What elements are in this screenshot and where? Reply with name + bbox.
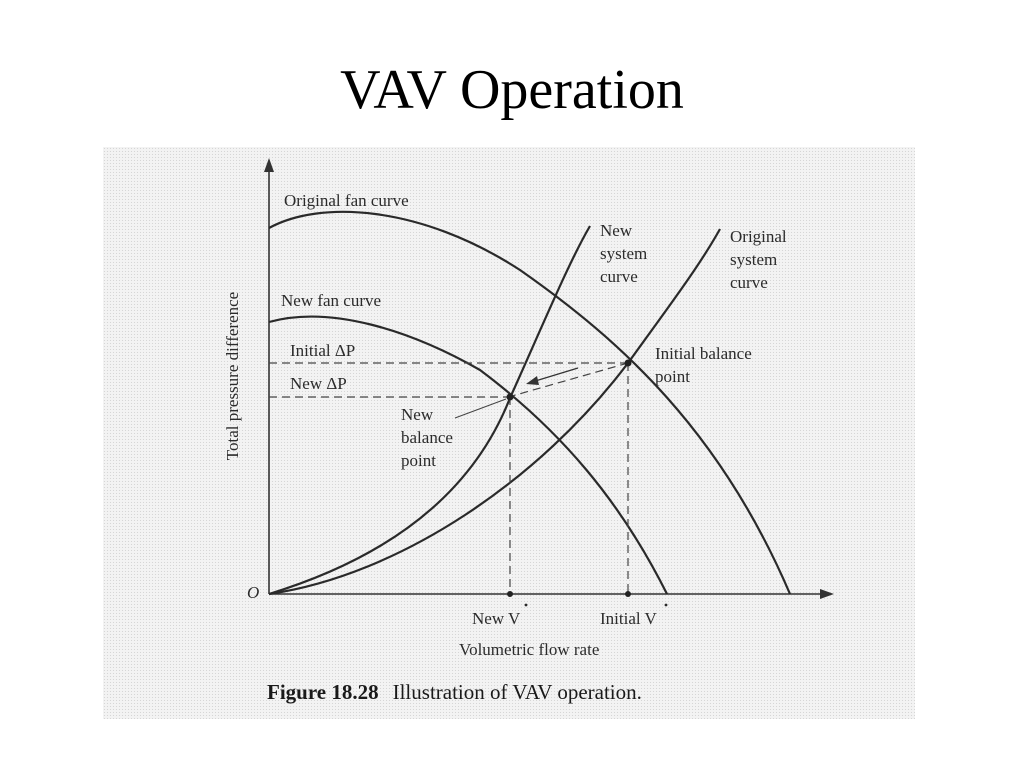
- new-system-label-3: curve: [600, 267, 638, 286]
- origin-label: O: [247, 583, 259, 602]
- new-v-tick: [507, 591, 513, 597]
- y-axis-label: Total pressure difference: [223, 292, 242, 460]
- original-system-label-3: curve: [730, 273, 768, 292]
- figure-panel: [103, 147, 915, 719]
- initial-v-tick: [625, 591, 631, 597]
- new-fan-curve: [268, 315, 668, 595]
- original-system-label-1: Original: [730, 227, 787, 246]
- original-system-curve: [268, 228, 721, 596]
- new-balance-label-3: point: [401, 451, 436, 470]
- figure-caption: Figure 18.28 Illustration of VAV operati…: [267, 680, 642, 704]
- new-system-label-2: system: [600, 244, 647, 263]
- new-v-tick-label: New V: [472, 609, 521, 628]
- slide-title: VAV Operation: [340, 59, 684, 121]
- original-system-label-2: system: [730, 250, 777, 269]
- new-system-curve: [268, 225, 591, 596]
- figure-number: Figure 18.28: [267, 680, 379, 704]
- initial-v-tick-label: Initial V: [600, 609, 658, 628]
- x-axis-label: Volumetric flow rate: [459, 640, 599, 659]
- new-balance-leader: [454, 398, 507, 419]
- initial-dp-label: Initial ΔP: [290, 341, 355, 360]
- y-axis-arrow: [264, 158, 274, 172]
- new-dp-label: New ΔP: [290, 374, 347, 393]
- new-balance-label-1: New: [401, 405, 434, 424]
- new-balance-label-2: balance: [401, 428, 453, 447]
- original-fan-curve: [268, 210, 792, 595]
- new-system-label-1: New: [600, 221, 633, 240]
- initial-v-dot-accent: [664, 603, 668, 607]
- transition-arrow: [531, 367, 579, 383]
- x-axis-arrow: [820, 589, 834, 599]
- figure-caption-text: Illustration of VAV operation.: [393, 680, 642, 704]
- transition-dashed-line: [511, 362, 629, 397]
- initial-balance-label-1: Initial balance: [655, 344, 752, 363]
- initial-balance-label-2: point: [655, 367, 690, 386]
- initial-balance-point: [624, 359, 632, 367]
- new-v-dot-accent: [524, 603, 528, 607]
- new-fan-curve-label: New fan curve: [281, 291, 381, 310]
- transition-arrowhead: [526, 376, 539, 385]
- new-balance-point: [506, 393, 514, 401]
- original-fan-curve-label: Original fan curve: [284, 191, 409, 210]
